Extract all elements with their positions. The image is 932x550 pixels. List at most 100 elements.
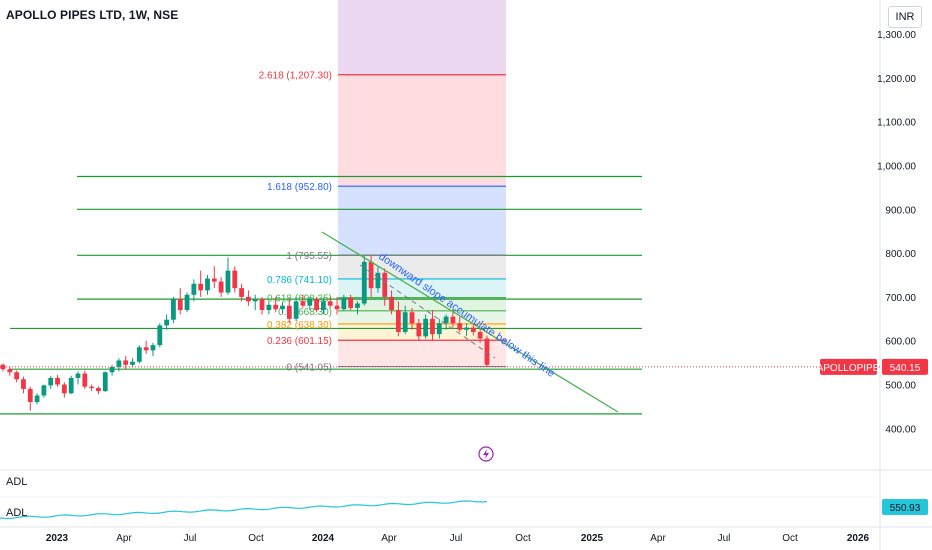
fib-zone-8	[338, 340, 506, 367]
candle-body	[355, 303, 360, 308]
candle-body	[96, 388, 101, 392]
candle-body	[68, 377, 74, 394]
candle-body	[293, 301, 299, 319]
fib-zone-6	[338, 310, 506, 324]
candle-body	[225, 270, 231, 293]
candle-body	[211, 278, 217, 282]
candle	[382, 268, 388, 306]
candle	[143, 340, 149, 354]
candle	[205, 275, 210, 295]
adl-pane	[0, 500, 488, 520]
candle	[191, 279, 197, 302]
candle	[75, 371, 81, 385]
fib-lines: 2.618 (1,207.30) 1.618 (952.80) 1 (795.55)…	[259, 71, 506, 374]
candle	[239, 283, 244, 302]
price-tick-label: 500.00	[885, 381, 916, 392]
fib-label-0: 2.618 (1,207.30)	[259, 71, 332, 82]
axis-labels: 1,300.00 1,200.00 1,100.00 1,000.00 900.00 80…	[46, 30, 928, 544]
time-tick-label: Apr	[381, 533, 397, 544]
candle	[286, 299, 292, 324]
candle-body	[143, 347, 149, 351]
candle-body	[123, 360, 129, 365]
fib-label-7: 0.236 (601.15)	[267, 336, 332, 347]
fib-label-2: 1 (795.55)	[286, 251, 332, 262]
candle	[218, 277, 224, 297]
candle	[109, 364, 115, 376]
candle	[341, 294, 347, 311]
candle	[409, 307, 415, 330]
candle-body	[464, 327, 469, 330]
candle	[334, 296, 340, 315]
candle	[280, 302, 285, 314]
current-price-tag: APOLLOPIPE 540.15	[817, 358, 928, 375]
candle	[477, 328, 483, 343]
candle-body	[266, 304, 272, 311]
candle-body	[368, 261, 374, 289]
candle-body	[314, 299, 319, 311]
candle-body	[307, 299, 313, 306]
candle-body	[7, 369, 13, 373]
candle	[395, 301, 401, 337]
candle	[96, 386, 101, 395]
time-tick-label: Jul	[450, 533, 463, 544]
candle	[41, 384, 47, 398]
candle-body	[389, 296, 394, 311]
candle	[375, 266, 381, 293]
candle	[21, 376, 26, 394]
price-tick-label: 700.00	[885, 293, 916, 304]
candle	[464, 323, 469, 337]
candle-body	[89, 386, 95, 389]
candle-body	[436, 323, 442, 335]
candle-body	[150, 345, 156, 351]
chart-title: APOLLO PIPES LTD, 1W, NSE	[6, 8, 179, 22]
time-tick-label: Oct	[515, 533, 531, 544]
candle-body	[218, 281, 224, 293]
time-tick-label: Jul	[184, 533, 197, 544]
price-tick-label: 1,300.00	[877, 30, 916, 41]
candle-body	[423, 318, 429, 337]
candle-body	[280, 305, 285, 310]
candle	[177, 288, 183, 315]
candle-body	[34, 395, 40, 403]
candle	[225, 257, 231, 295]
adl-series-label: ADL	[6, 507, 28, 519]
time-tick-label: 2026	[847, 533, 870, 544]
candle	[164, 314, 170, 330]
candle-body	[402, 312, 408, 332]
candle	[211, 266, 217, 289]
candle	[450, 310, 456, 328]
currency-selector[interactable]: INR	[888, 6, 922, 28]
price-tick-label: 800.00	[885, 249, 916, 260]
candle-body	[48, 377, 54, 386]
candle-body	[450, 316, 456, 324]
price-tick-label: 600.00	[885, 337, 916, 348]
candle-body	[130, 361, 135, 365]
candle	[27, 386, 33, 411]
candle	[355, 301, 360, 315]
candle	[470, 323, 476, 336]
adl-value: 550.93	[890, 503, 921, 514]
candle	[252, 294, 258, 311]
price-tick-label: 1,200.00	[877, 74, 916, 85]
candle-body	[55, 377, 60, 385]
candle-body	[75, 373, 81, 378]
candle-body	[239, 288, 244, 297]
candle-body	[382, 272, 388, 297]
candle	[102, 371, 108, 392]
price-tick-label: 900.00	[885, 205, 916, 216]
candle-body	[41, 385, 47, 396]
fib-zone-2	[338, 186, 506, 256]
candle	[184, 292, 190, 313]
candle-body	[334, 305, 340, 310]
candle-body	[164, 319, 170, 326]
candle	[430, 310, 435, 341]
candle	[266, 301, 272, 315]
candle-body	[116, 360, 122, 367]
candle-body	[102, 372, 108, 392]
flash-icon	[478, 446, 494, 462]
candle	[436, 318, 442, 339]
time-tick-label: Oct	[782, 533, 798, 544]
candle	[443, 314, 449, 330]
